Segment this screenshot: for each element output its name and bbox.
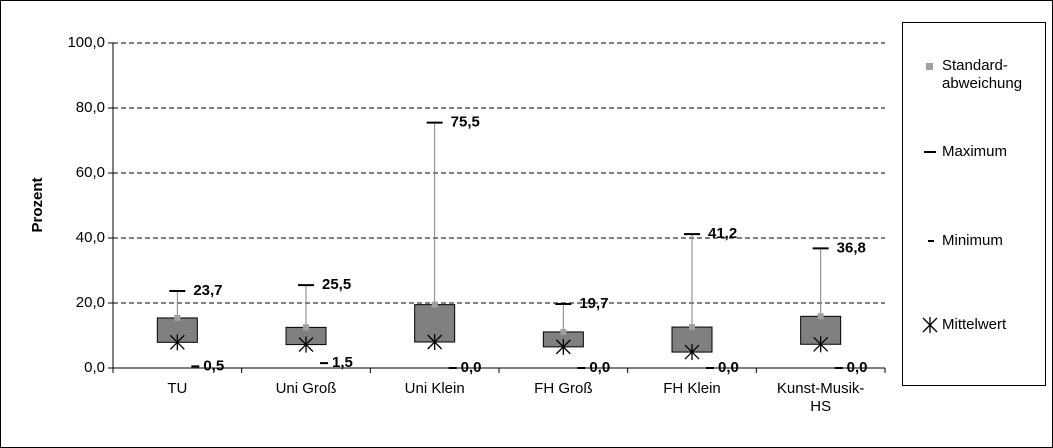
- legend-box: [902, 22, 1046, 386]
- min-label: 0,5: [203, 357, 224, 374]
- x-tick-label: FH Groß: [534, 380, 593, 397]
- std-dev-marker: [560, 328, 567, 335]
- legend-symbol: [926, 63, 933, 70]
- std-dev-marker: [817, 313, 824, 320]
- y-axis-label: Prozent: [29, 177, 46, 232]
- std-dev-marker: [303, 324, 309, 331]
- y-tick-label: 40,0: [76, 229, 105, 246]
- max-label: 41,2: [708, 225, 737, 242]
- mean-marker: [555, 338, 571, 355]
- max-label: 23,7: [193, 282, 222, 299]
- mean-marker: [684, 344, 700, 361]
- x-tick-label: Uni Klein: [404, 380, 465, 397]
- max-label: 25,5: [322, 276, 351, 293]
- max-label: 36,8: [837, 239, 866, 256]
- y-tick-label: 100,0: [67, 34, 105, 51]
- x-tick-label: TU: [167, 380, 188, 397]
- min-label: 1,5: [332, 354, 353, 371]
- y-tick-label: 20,0: [76, 294, 105, 311]
- legend-label: Maximum: [942, 143, 1008, 160]
- min-label: 0,0: [718, 359, 739, 376]
- max-label: 19,7: [579, 295, 608, 312]
- mean-marker: [813, 336, 829, 353]
- y-tick-label: 0,0: [84, 359, 105, 376]
- std-dev-marker: [174, 314, 181, 321]
- max-label: 75,5: [451, 114, 480, 131]
- mean-marker: [169, 334, 185, 351]
- min-label: 0,0: [847, 359, 868, 376]
- legend-symbol: [922, 317, 938, 333]
- min-label: 0,0: [589, 359, 610, 376]
- x-tick-label: Uni Groß: [275, 380, 337, 397]
- y-tick-label: 80,0: [76, 99, 105, 116]
- legend-label: Standard-abweichung: [942, 57, 1023, 92]
- y-tick-label: 60,0: [76, 164, 105, 181]
- mean-marker: [298, 336, 314, 353]
- legend-label: Mittelwert: [942, 316, 1007, 333]
- x-tick-label: Kunst-Musik-HS: [776, 380, 865, 415]
- std-dev-marker: [431, 301, 438, 308]
- legend-label: Minimum: [942, 232, 1003, 249]
- std-dev-marker: [689, 324, 695, 331]
- x-tick-label: FH Klein: [663, 380, 721, 397]
- mean-marker: [427, 334, 443, 350]
- min-label: 0,0: [461, 359, 482, 376]
